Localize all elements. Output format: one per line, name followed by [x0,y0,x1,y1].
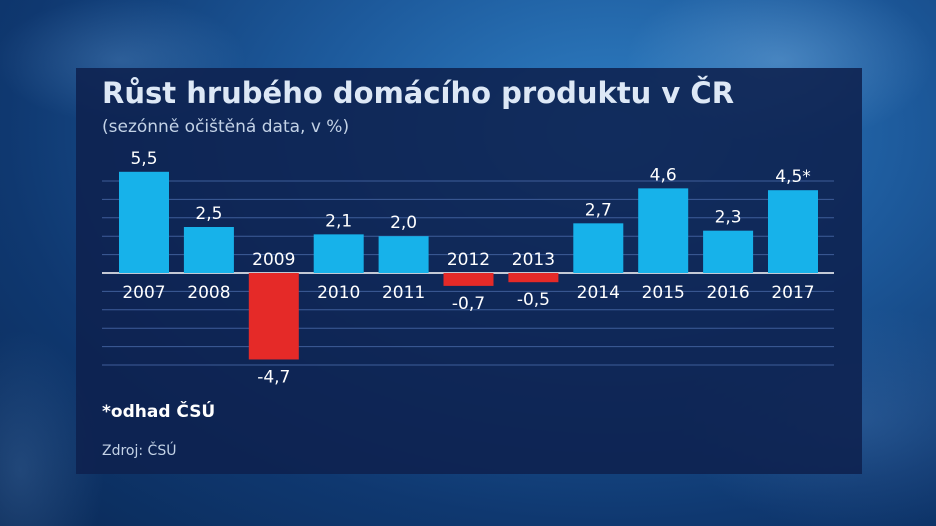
x-tick-label-2014: 2014 [577,283,620,303]
bar-2009 [248,273,299,360]
x-tick-label-2009: 2009 [252,250,295,270]
x-tick-label-2015: 2015 [642,283,685,303]
bar-2011 [378,236,429,273]
data-label-2010: 2,1 [325,211,352,231]
data-label-2008: 2,5 [195,204,222,224]
x-tick-label-2008: 2008 [187,283,230,303]
x-tick-label-2010: 2010 [317,283,360,303]
x-tick-label-2017: 2017 [771,283,814,303]
bar-2017 [768,190,818,273]
data-label-2017: 4,5* [775,167,811,187]
bars [119,171,818,360]
x-tick-label-2013: 2013 [512,250,555,270]
bar-2014 [573,223,624,273]
data-label-2014: 2,7 [585,200,612,220]
data-label-2015: 4,6 [650,165,677,185]
data-label-2016: 2,3 [715,208,742,228]
data-label-2007: 5,5 [130,149,157,169]
x-tick-label-2012: 2012 [447,250,490,270]
x-tick-label-2011: 2011 [382,283,425,303]
bar-2015 [638,188,689,273]
data-label-2011: 2,0 [390,213,417,233]
source-note: Zdroj: ČSÚ [102,443,177,459]
chart-title: Růst hrubého domácího produktu v ČR [102,76,735,110]
bar-2010 [313,234,364,273]
x-tick-label-2007: 2007 [122,283,165,303]
bar-2007 [119,171,169,273]
chart-subtitle: (sezónně očištěná data, v %) [102,117,350,137]
bar-2012 [443,273,494,286]
data-label-2012: -0,7 [452,294,485,314]
footnote: *odhad ČSÚ [102,402,216,422]
bar-2016 [703,230,754,273]
bar-2008 [183,227,234,273]
bar-2013 [508,273,559,283]
data-label-2013: -0,5 [517,290,550,310]
x-tick-label-2016: 2016 [706,283,749,303]
data-label-2009: -4,7 [257,367,290,387]
labels: 2007 5,5 2008 2,5 2009 -4,7 2010 2,1 2011 2,0 2012… [122,149,814,388]
